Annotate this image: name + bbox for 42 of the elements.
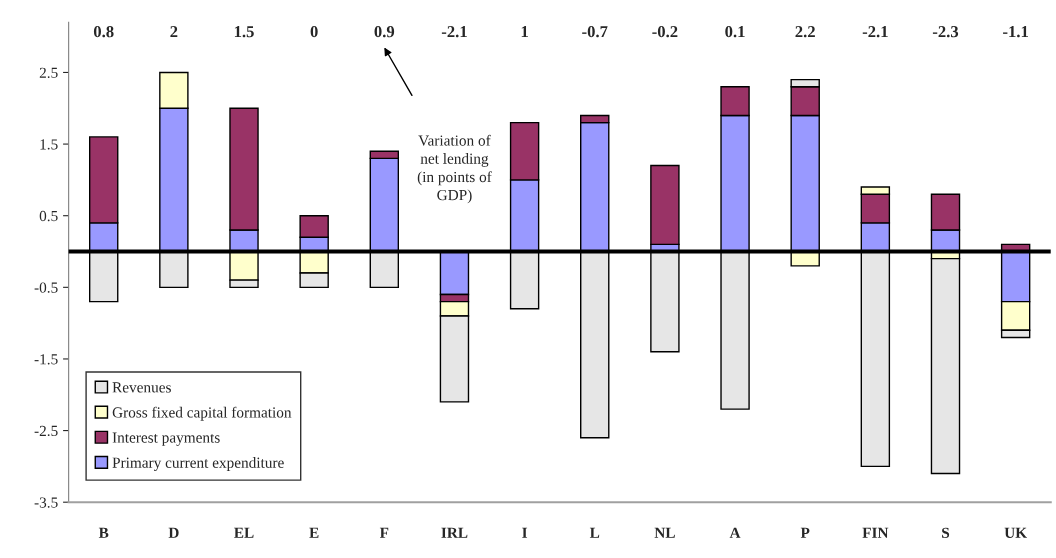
legend-label: Revenues — [112, 382, 171, 393]
annotation: -2.1 — [441, 26, 467, 38]
bar — [930, 257, 961, 475]
annotation: 0 — [310, 25, 318, 38]
x-tick-label: I — [522, 527, 528, 538]
annotation: 2.2 — [795, 26, 815, 38]
annotation: 2 — [170, 26, 178, 38]
x-tick-label: E — [309, 527, 319, 538]
annotation: -2.3 — [932, 26, 959, 38]
x-tick-label: S — [942, 527, 950, 538]
y-tick-label: -0.5 — [34, 282, 58, 293]
annotation: Variation of net lending (in points of GDP) — [417, 134, 492, 204]
annotation: 1 — [521, 26, 528, 38]
y-tick-label: 2.5 — [39, 67, 58, 78]
y-tick-label: 1.5 — [40, 139, 58, 150]
y-tick-label: 0.5 — [39, 210, 58, 222]
annotation: 0.8 — [93, 25, 114, 38]
y-tick-label: -3.5 — [34, 497, 58, 508]
x-tick-label: P — [800, 527, 810, 538]
x-tick-label: IRL — [441, 527, 468, 538]
legend-label: Primary current expenditure — [112, 457, 284, 471]
y-tick-label: -1.5 — [34, 354, 58, 365]
x-tick-label: D — [168, 527, 179, 538]
x-tick-label: L — [589, 527, 600, 538]
annotation: 0.1 — [725, 25, 745, 38]
x-tick-label: B — [98, 527, 109, 538]
annotation: -0.2 — [652, 25, 678, 38]
annotation: 1.5 — [234, 26, 254, 38]
annotation: -2.1 — [862, 26, 888, 38]
x-tick-label: NL — [654, 527, 675, 538]
annotation: -1.1 — [1003, 26, 1028, 38]
annotation: 0.9 — [374, 25, 395, 38]
legend-label: Interest payments — [112, 432, 220, 446]
x-tick-label: FIN — [862, 527, 889, 538]
legend-label: Gross fixed capital formation — [112, 406, 292, 421]
bar — [650, 164, 680, 246]
x-tick-label: EL — [234, 527, 254, 538]
annotation: -0.7 — [582, 25, 608, 38]
y-tick-label: -2.5 — [34, 425, 58, 437]
x-tick-label: A — [729, 527, 741, 538]
x-tick-label: F — [379, 527, 389, 538]
x-tick-label: UK — [1004, 527, 1027, 538]
